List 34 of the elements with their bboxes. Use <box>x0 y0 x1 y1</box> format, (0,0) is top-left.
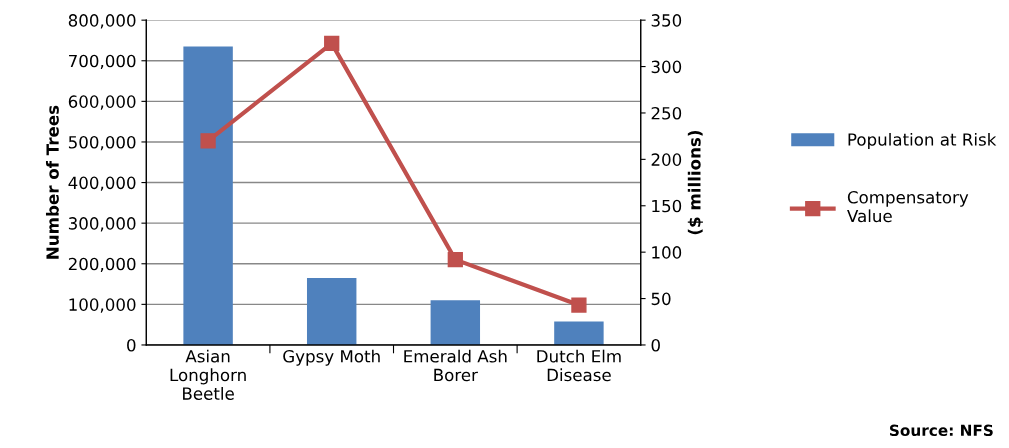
y2-tick-label: 350 <box>651 14 682 27</box>
y-tick-label: 500,000 <box>68 135 136 151</box>
y2-axis-title: ($ millions) <box>687 130 703 235</box>
y-tick-label: 0 <box>127 338 136 352</box>
y2-tick-label: 150 <box>652 199 682 213</box>
y2-tick-label: 50 <box>651 292 671 306</box>
legend-label: Population at Risk <box>848 132 997 150</box>
point <box>324 35 340 51</box>
point <box>447 251 463 268</box>
bar <box>430 300 481 345</box>
bar <box>306 277 357 345</box>
y-tick-label: 400,000 <box>68 176 136 191</box>
point <box>200 133 216 149</box>
y2-tick-label: 200 <box>651 153 682 166</box>
x-tick-label: Dutch Elm Disease <box>537 349 621 382</box>
y-tick-label: 800,000 <box>68 14 136 29</box>
y-axis-title: Number of Trees <box>45 105 59 259</box>
bar <box>554 321 604 345</box>
y-tick-label: 100,000 <box>69 298 136 313</box>
y-tick-label: 600,000 <box>68 95 136 110</box>
y-tick-label: 300,000 <box>68 217 136 232</box>
point <box>571 297 587 313</box>
source-note: Source: NFS <box>889 424 993 437</box>
y-tick-label: 200,000 <box>68 257 136 273</box>
legend-label: Compensatory Value <box>847 191 969 223</box>
y2-tick-label: 250 <box>651 106 682 120</box>
y2-tick-label: 100 <box>652 246 682 259</box>
y2-tick-label: 300 <box>651 60 682 74</box>
y-tick-label: 700,000 <box>69 54 136 70</box>
x-tick-label: Emerald Ash Borer <box>404 349 507 382</box>
x-tick-label: Asian Longhorn Beetle <box>170 349 246 400</box>
y2-tick-label: 0 <box>651 338 660 352</box>
x-tick-label: Gypsy Moth <box>283 349 380 366</box>
bar <box>183 46 233 345</box>
